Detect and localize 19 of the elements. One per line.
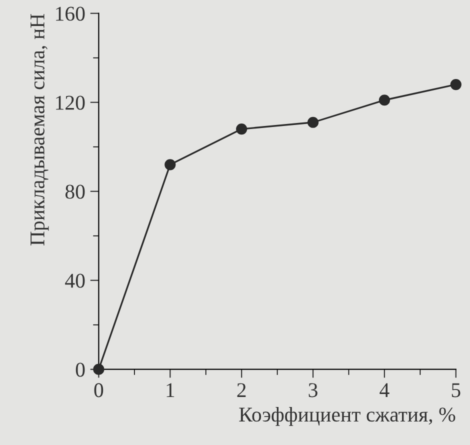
x-tick-label: 4 bbox=[380, 383, 390, 397]
y-tick-label: 0 bbox=[76, 362, 85, 377]
x-tick-label: 1 bbox=[166, 383, 174, 397]
y-tick-label: 160 bbox=[56, 6, 85, 21]
x-tick-label: 0 bbox=[94, 383, 104, 398]
y-tick-label: 40 bbox=[65, 274, 85, 288]
y-tick-label: 120 bbox=[56, 96, 85, 110]
point bbox=[93, 364, 104, 375]
x-tick-label: 2 bbox=[237, 383, 246, 397]
x-tick-label: 3 bbox=[308, 383, 318, 398]
y-axis-title: Прикладываемая сила, нН bbox=[30, 14, 49, 246]
x-tick-label: 5 bbox=[452, 383, 460, 398]
point bbox=[236, 123, 248, 135]
point bbox=[450, 78, 462, 90]
point bbox=[378, 94, 390, 106]
point bbox=[307, 116, 319, 128]
point bbox=[164, 159, 176, 170]
x-axis-title: Коэффициент сжатия, % bbox=[239, 406, 456, 426]
y-tick-label: 80 bbox=[65, 184, 85, 199]
